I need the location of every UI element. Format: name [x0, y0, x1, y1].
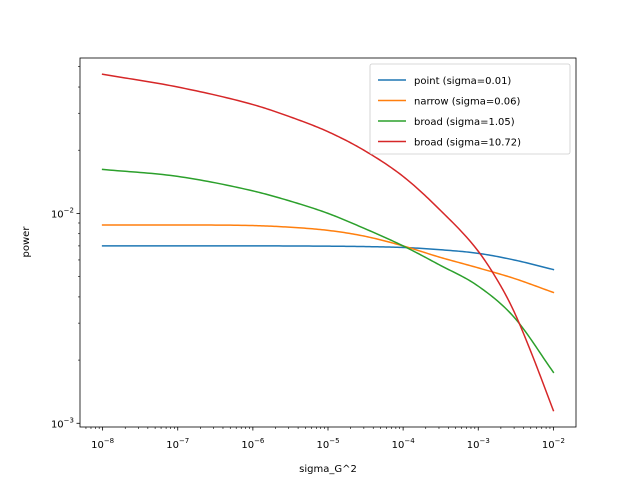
legend-label-4: broad (sigma=10.72)	[414, 138, 521, 149]
y-axis-label: power	[21, 226, 32, 258]
legend-label-3: broad (sigma=1.05)	[414, 117, 515, 128]
series-layer	[101, 73, 555, 412]
series-line-1	[101, 245, 555, 271]
series-line-3	[101, 168, 555, 374]
x-tick-label-5: 10−4	[392, 437, 416, 451]
x-axis-label: sigma_G^2	[299, 464, 357, 475]
legend-box	[369, 63, 571, 155]
x-tick-label-6: 10−3	[467, 437, 490, 451]
axes-layer: 10−8 10−7 10−6 10−5 10−4 10−3 10−2 10−3 10−2	[51, 57, 577, 451]
y-tick-label-1: 10−3	[51, 416, 74, 430]
legend-label-1: point (sigma=0.01)	[414, 76, 511, 87]
legend-label-2: narrow (sigma=0.06)	[414, 97, 521, 108]
y-tick-label-2: 10−2	[51, 206, 74, 220]
x-tick-label-1: 10−8	[91, 437, 114, 451]
legend: point (sigma=0.01) narrow (sigma=0.06) bro…	[369, 63, 571, 155]
x-tick-label-7: 10−2	[542, 437, 565, 451]
x-tick-label-2: 10−7	[166, 437, 189, 451]
x-tick-label-3: 10−6	[241, 437, 265, 451]
series-line-4	[101, 73, 555, 412]
x-tick-label-4: 10−5	[316, 437, 339, 451]
series-line-2	[101, 224, 555, 294]
